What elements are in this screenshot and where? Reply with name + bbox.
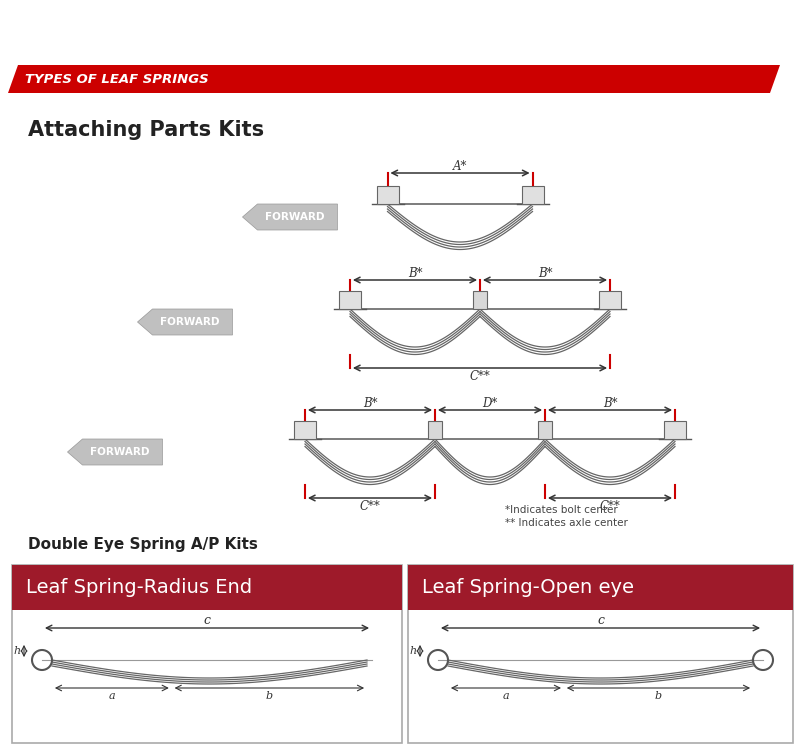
Bar	[12, 565, 402, 610]
Text: h: h	[410, 646, 417, 656]
Text: ** Indicates axle center: ** Indicates axle center	[505, 518, 628, 528]
Text: *Indicates bolt center: *Indicates bolt center	[505, 505, 618, 515]
Text: Leaf Spring-Open eye: Leaf Spring-Open eye	[422, 578, 634, 597]
Text: C**: C**	[470, 370, 490, 382]
Text: h: h	[14, 646, 21, 656]
Bar	[664, 421, 686, 439]
Polygon shape	[67, 439, 162, 465]
Text: FORWARD: FORWARD	[160, 317, 220, 327]
Polygon shape	[138, 309, 233, 335]
Polygon shape	[8, 65, 780, 93]
Text: FORWARD: FORWARD	[266, 212, 325, 222]
Bar	[408, 565, 793, 743]
Text: A*: A*	[453, 159, 467, 173]
Bar	[538, 421, 552, 439]
Text: a: a	[109, 691, 115, 701]
Text: FORWARD: FORWARD	[90, 447, 150, 457]
Text: Attaching Parts Kits: Attaching Parts Kits	[28, 120, 264, 140]
Bar	[294, 421, 316, 439]
Polygon shape	[242, 204, 338, 230]
Text: B*: B*	[362, 397, 378, 409]
Text: Double Eye Spring A/P Kits: Double Eye Spring A/P Kits	[28, 537, 258, 553]
Bar	[339, 291, 361, 309]
Text: C**: C**	[360, 499, 380, 513]
Text: b: b	[266, 691, 273, 701]
Bar	[522, 186, 543, 204]
Text: c: c	[597, 615, 604, 627]
Bar	[377, 186, 398, 204]
Text: B*: B*	[538, 266, 552, 280]
Text: Leaf Spring-Radius End: Leaf Spring-Radius End	[26, 578, 252, 597]
Text: b: b	[655, 691, 662, 701]
Bar	[428, 421, 442, 439]
Bar	[12, 565, 402, 743]
Text: B*: B*	[408, 266, 422, 280]
Text: D*: D*	[482, 397, 498, 409]
Bar	[408, 565, 793, 610]
Text: a: a	[502, 691, 510, 701]
Bar	[599, 291, 621, 309]
Text: c: c	[203, 615, 210, 627]
Text: B*: B*	[602, 397, 618, 409]
Text: C**: C**	[600, 499, 620, 513]
Text: TYPES OF LEAF SPRINGS: TYPES OF LEAF SPRINGS	[25, 72, 209, 86]
Bar	[473, 291, 487, 309]
